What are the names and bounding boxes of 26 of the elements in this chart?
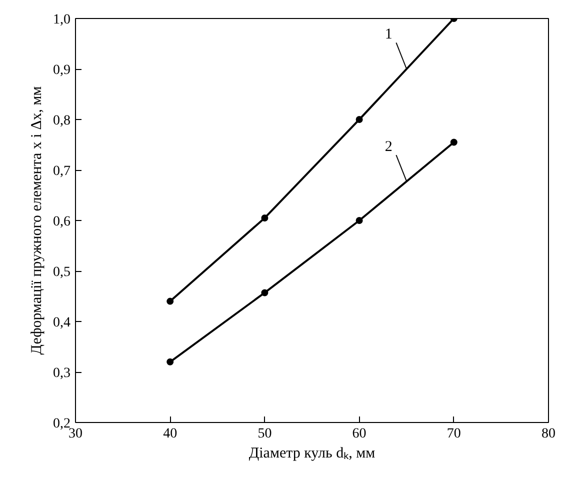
y-tick-label: 1,0 [53,12,70,28]
point [166,358,174,366]
point [261,214,268,222]
point [450,138,458,146]
x-tick-label: 80 [542,426,556,442]
y-axis-title: Деформації пружного елемента x і Δx, мм [29,86,45,355]
x-tick-label: 60 [352,426,366,442]
y-tick-label: 0,8 [53,114,70,128]
y-tick-label: 0,2 [53,416,70,432]
point [261,289,268,296]
x-tick-label: 30 [68,426,82,442]
series-label: 2 [384,139,392,156]
point [356,217,363,224]
y-tick-label: 0,7 [53,164,70,179]
x-tick-label: 70 [446,426,461,442]
series-label: 1 [384,26,392,43]
y-tick-label: 0,6 [53,214,70,230]
y-tick-label: 0,3 [53,366,70,381]
x-axis-title: Діаметр куль dₖ, мм [248,446,376,462]
y-tick-label: 0,4 [53,316,70,330]
y-tick-label: 0,5 [53,265,70,280]
y-tick-label: 0,9 [53,63,70,78]
point [166,298,174,305]
point [356,116,363,123]
x-tick-label: 50 [258,426,272,442]
x-tick-label: 40 [163,426,178,442]
